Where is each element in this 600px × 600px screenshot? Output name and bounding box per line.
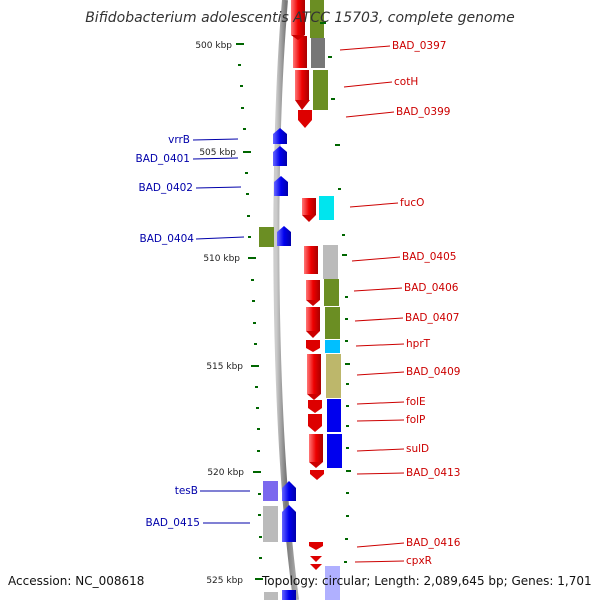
right-leader-lines: [339, 45, 405, 563]
gene-arrow-bad0413[interactable]: [310, 470, 324, 480]
gene-arrow-fucO[interactable]: [302, 215, 316, 222]
gene-label-fucO[interactable]: fucO: [400, 197, 424, 209]
gene-arrow-hprT[interactable]: [306, 340, 320, 352]
gene-arrow-bad0402[interactable]: [274, 176, 288, 196]
scale-label-500: 500 kbp: [195, 41, 232, 51]
gene-label-bad0404[interactable]: BAD_0404: [140, 233, 195, 245]
category-box-fucO: [319, 196, 334, 220]
gene-arrow-cpxR[interactable]: [310, 556, 322, 562]
gene-bar-cotH[interactable]: [295, 70, 309, 100]
category-box-bad0405: [323, 245, 338, 279]
gene-arrow-bad0397[interactable]: [291, 35, 305, 40]
gene-arrow-bad0406[interactable]: [306, 300, 320, 306]
map-title: Bifidobacterium adolescentis ATCC 15703,…: [85, 10, 515, 26]
accession-text: Accession: NC_008618: [8, 574, 145, 588]
gene-label-bad0399[interactable]: BAD_0399: [396, 106, 450, 118]
category-box-cotH: [313, 70, 328, 110]
gene-label-bad0406[interactable]: BAD_0406: [404, 282, 459, 294]
category-box-bad0397-a: [310, 0, 324, 38]
category-box-bad0407: [325, 307, 340, 339]
gene-arrow-bad0416[interactable]: [309, 542, 323, 550]
category-box-bad0397-b: [311, 38, 325, 68]
gene-arrow-bad0404[interactable]: [277, 226, 291, 246]
gene-arrow-vrrB[interactable]: [273, 128, 287, 144]
gene-bar-bad0409[interactable]: [307, 354, 321, 394]
gene-label-folE[interactable]: folE: [406, 396, 426, 408]
gene-label-vrrB[interactable]: vrrB: [168, 134, 190, 146]
category-box-bad0404: [259, 227, 274, 247]
gene-arrow-folP[interactable]: [308, 414, 322, 432]
category-box-bad0409: [326, 354, 341, 398]
gene-label-bad0415[interactable]: BAD_0415: [146, 517, 200, 529]
gene-arrow-tesB[interactable]: [282, 481, 296, 501]
scale-label-520: 520 kbp: [207, 468, 244, 478]
category-box-folE: [327, 399, 341, 414]
left-gene-labels: vrrB BAD_0401 BAD_0402 BAD_0404 tesB BAD…: [136, 134, 200, 529]
gene-arrow-bad0409[interactable]: [307, 394, 321, 400]
left-leader-lines: [192, 138, 250, 524]
category-box-bad0406: [324, 279, 339, 306]
gene-arrow-cotH[interactable]: [295, 100, 310, 110]
category-box-bad0415: [263, 506, 278, 542]
right-genes: [291, 0, 342, 600]
gene-bar-sulD[interactable]: [309, 434, 323, 462]
gene-arrow-sulD[interactable]: [309, 462, 323, 468]
gene-label-hprT[interactable]: hprT: [406, 338, 431, 350]
gene-label-folP[interactable]: folP: [406, 414, 425, 426]
gene-label-bad0401[interactable]: BAD_0401: [136, 153, 190, 165]
gene-bar-bad0407[interactable]: [306, 307, 320, 331]
category-box-bottom-left: [264, 592, 278, 600]
category-box-sulD: [327, 434, 342, 468]
category-box-bottom: [325, 566, 340, 600]
gene-bar-bad0405[interactable]: [304, 246, 318, 274]
category-box-folP: [327, 414, 341, 432]
gene-arrow-cpxR-b[interactable]: [310, 564, 322, 570]
gene-label-bad0413[interactable]: BAD_0413: [406, 467, 460, 479]
gene-label-cotH[interactable]: cotH: [394, 76, 418, 88]
topology-value: Topology: circular; Length: 2,089,645 bp…: [262, 574, 592, 588]
gene-bar-bottom-left[interactable]: [282, 590, 296, 600]
scale-label-515: 515 kbp: [206, 362, 243, 372]
gene-label-bad0405[interactable]: BAD_0405: [402, 251, 456, 263]
gene-arrow-bad0399[interactable]: [298, 110, 312, 128]
gene-label-cpxR[interactable]: cpxR: [406, 555, 432, 567]
gene-label-bad0397[interactable]: BAD_0397: [392, 40, 446, 52]
gene-label-bad0407[interactable]: BAD_0407: [405, 312, 459, 324]
scale-ticks: [236, 22, 351, 580]
gene-label-bad0402[interactable]: BAD_0402: [139, 182, 193, 194]
gene-bar-bad0397-top[interactable]: [293, 36, 307, 68]
gene-label-tesB[interactable]: tesB: [175, 485, 198, 497]
gene-bar-bad0406[interactable]: [306, 280, 320, 300]
scale-label-525: 525 kbp: [206, 576, 243, 586]
gene-arrow-bad0407[interactable]: [306, 331, 320, 338]
gene-arrow-bad0401[interactable]: [273, 146, 287, 166]
gene-label-sulD[interactable]: sulD: [406, 443, 429, 455]
topology-text: Topology: circular; Length: 2,089,645 bp…: [262, 574, 592, 588]
gene-bar-bad0397[interactable]: [291, 0, 305, 35]
scale-label-505: 505 kbp: [199, 148, 236, 158]
gene-bar-fucO[interactable]: [302, 198, 316, 215]
gene-label-bad0416[interactable]: BAD_0416: [406, 537, 461, 549]
gene-arrow-folE[interactable]: [308, 400, 322, 413]
category-box-hprT: [325, 340, 340, 353]
gene-label-bad0409[interactable]: BAD_0409: [406, 366, 460, 378]
gene-arrow-bad0415[interactable]: [282, 505, 296, 542]
category-box-tesB: [263, 481, 278, 501]
scale-label-510: 510 kbp: [203, 254, 240, 264]
right-gene-labels: BAD_0397 cotH BAD_0399 fucO BAD_0405 BAD…: [392, 40, 461, 567]
left-genes: [259, 128, 296, 600]
scale-labels: 500 kbp 505 kbp 510 kbp 515 kbp 520 kbp …: [195, 41, 244, 586]
